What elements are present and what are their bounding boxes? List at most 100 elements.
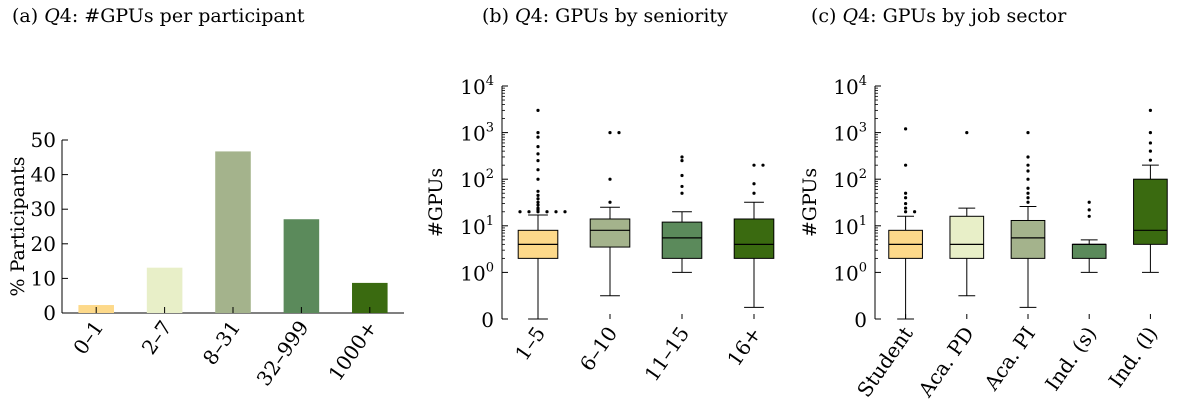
x-tick-label: 2–7 [137, 316, 177, 359]
outlier-point [1026, 178, 1029, 181]
outlier-point [752, 164, 755, 167]
y-tick-base: 10 [460, 215, 485, 239]
outlier-point [904, 206, 907, 209]
outlier-point [536, 109, 539, 112]
y-tick-base: 10 [460, 261, 485, 285]
y-tick-label: 20 [31, 232, 56, 256]
outlier-point [761, 164, 764, 167]
outlier-point [1088, 215, 1091, 218]
x-tick-label: 1–5 [510, 322, 550, 365]
outlier-point [904, 164, 907, 167]
y-tick-label: 40 [31, 163, 56, 187]
chart-b: (b) Q4: GPUs by seniority010010110210310… [425, 5, 774, 386]
outlier-point [518, 210, 521, 213]
box [1134, 179, 1168, 244]
outlier-point [1149, 131, 1152, 134]
y-axis-label: #GPUs [425, 168, 447, 237]
outlier-point [1026, 201, 1029, 204]
y-tick-base: 0 [854, 308, 867, 332]
outlier-point [536, 194, 539, 197]
outlier-point [536, 197, 539, 200]
outlier-point [563, 210, 566, 213]
outlier-point [527, 210, 530, 213]
outlier-point [608, 131, 611, 134]
outlier-point [752, 182, 755, 185]
outlier-point [680, 159, 683, 162]
outlier-point [965, 131, 968, 134]
outlier-point [1149, 159, 1152, 162]
outlier-point [904, 202, 907, 205]
chart-title-q: Q [843, 5, 859, 27]
outlier-point [904, 210, 907, 213]
x-tick-label: Student [852, 322, 918, 401]
chart-title-prefix: (a) [12, 5, 44, 27]
chart-title-prefix: (b) [482, 5, 515, 27]
outlier-point [680, 185, 683, 188]
outlier-point [1149, 141, 1152, 144]
outlier-point [913, 210, 916, 213]
chart-title: (c) Q4: GPUs by job sector [811, 5, 1067, 27]
outlier-point [1026, 169, 1029, 172]
y-tick-label: 102 [460, 167, 494, 192]
y-tick-base: 0 [481, 308, 494, 332]
outlier-point [545, 210, 548, 213]
y-tick-label: 100 [460, 260, 494, 285]
y-tick-exp: 0 [486, 260, 494, 275]
y-tick-base: 10 [833, 168, 858, 192]
y-tick-label: 103 [460, 121, 494, 146]
y-tick-exp: 2 [486, 167, 494, 182]
y-tick-label: 10 [31, 266, 56, 290]
bar [147, 268, 183, 313]
box [734, 219, 774, 258]
y-tick-label: 50 [31, 128, 56, 152]
outlier-point [536, 178, 539, 181]
y-tick-base: 10 [833, 215, 858, 239]
outlier-point [1149, 109, 1152, 112]
chart-title-rest: 4: GPUs by job sector [858, 5, 1067, 27]
box [950, 216, 984, 258]
y-tick-exp: 4 [859, 74, 867, 89]
bar [284, 219, 320, 313]
x-tick-label: Ind. (s) [1040, 322, 1101, 395]
outlier-point [752, 192, 755, 195]
box [662, 222, 702, 258]
y-tick-base: 10 [460, 168, 485, 192]
outlier-point [536, 131, 539, 134]
chart-c: (c) Q4: GPUs by job sector01001011021031… [799, 5, 1167, 401]
y-tick-base: 10 [460, 122, 485, 146]
outlier-point [608, 201, 611, 204]
outlier-point [1026, 164, 1029, 167]
outlier-point [536, 145, 539, 148]
x-tick-label: Aca. PD [913, 322, 979, 401]
outlier-point [1088, 208, 1091, 211]
chart-title-rest: 4: #GPUs per participant [60, 5, 305, 27]
x-tick-label: 16+ [722, 322, 766, 370]
outlier-point [536, 136, 539, 139]
y-tick-label: 104 [460, 74, 494, 99]
box [590, 219, 630, 247]
y-axis-label: % Participants [7, 157, 29, 297]
outlier-point [1026, 187, 1029, 190]
y-tick-label: 102 [833, 167, 867, 192]
outlier-point [536, 206, 539, 209]
chart-a: (a) Q4: #GPUs per participant 0 10 20 30 40 50… [7, 5, 404, 390]
outlier-point [1149, 150, 1152, 153]
outlier-point [904, 127, 907, 130]
chart-title-q: Q [44, 5, 60, 27]
outlier-point [608, 178, 611, 181]
x-tick-label: 11–15 [640, 322, 695, 386]
y-tick-exp: 2 [859, 167, 867, 182]
x-tick-label: 6–10 [575, 322, 622, 375]
bar [215, 151, 251, 313]
y-tick-exp: 1 [486, 214, 494, 229]
outlier-point [554, 210, 557, 213]
chart-title-rest: 4: GPUs by seniority [531, 5, 728, 27]
x-tick-label: 0–1 [68, 316, 108, 359]
outlier-point [536, 159, 539, 162]
y-tick-exp: 3 [859, 121, 867, 136]
y-tick-exp: 0 [859, 260, 867, 275]
outlier-point [617, 131, 620, 134]
y-tick-label: 0 [43, 301, 56, 325]
outlier-point [536, 168, 539, 171]
